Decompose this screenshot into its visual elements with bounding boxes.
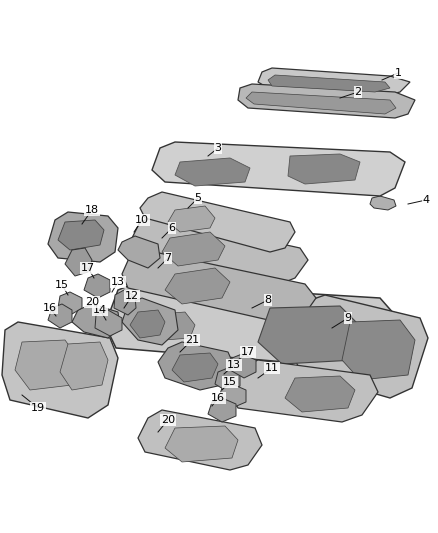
Polygon shape (58, 220, 104, 250)
Text: 19: 19 (31, 403, 45, 413)
Polygon shape (175, 158, 250, 186)
Polygon shape (60, 342, 108, 390)
Text: 12: 12 (125, 291, 139, 301)
Text: 9: 9 (344, 313, 352, 323)
Polygon shape (370, 196, 396, 210)
Text: 5: 5 (194, 193, 201, 203)
Text: 14: 14 (93, 305, 107, 315)
Polygon shape (268, 75, 390, 92)
Polygon shape (65, 248, 92, 276)
Polygon shape (208, 398, 236, 422)
Polygon shape (285, 376, 355, 412)
Text: 17: 17 (81, 263, 95, 273)
Text: 13: 13 (111, 277, 125, 287)
Text: 2: 2 (354, 87, 361, 97)
Text: 10: 10 (135, 215, 149, 225)
Polygon shape (158, 342, 235, 390)
Polygon shape (228, 360, 378, 422)
Text: 20: 20 (85, 297, 99, 307)
Polygon shape (132, 216, 308, 284)
Polygon shape (122, 250, 316, 324)
Text: 15: 15 (55, 280, 69, 290)
Polygon shape (15, 340, 78, 390)
Polygon shape (246, 92, 396, 114)
Polygon shape (165, 426, 238, 462)
Polygon shape (215, 368, 240, 392)
Text: 16: 16 (211, 393, 225, 403)
Text: 8: 8 (265, 295, 272, 305)
Polygon shape (288, 154, 360, 184)
Polygon shape (48, 304, 72, 328)
Text: 20: 20 (161, 415, 175, 425)
Polygon shape (48, 212, 118, 262)
Polygon shape (2, 322, 118, 418)
Polygon shape (238, 84, 415, 118)
Polygon shape (84, 274, 110, 298)
Text: 16: 16 (43, 303, 57, 313)
Polygon shape (258, 306, 362, 364)
Polygon shape (138, 410, 262, 470)
Polygon shape (165, 268, 230, 304)
Polygon shape (230, 354, 256, 378)
Polygon shape (258, 68, 410, 96)
Polygon shape (72, 304, 120, 338)
Text: 3: 3 (215, 143, 222, 153)
Polygon shape (172, 353, 218, 382)
Polygon shape (118, 236, 160, 268)
Polygon shape (342, 320, 415, 380)
Polygon shape (152, 142, 405, 196)
Polygon shape (105, 283, 395, 368)
Text: 21: 21 (185, 335, 199, 345)
Text: 6: 6 (169, 223, 176, 233)
Text: 4: 4 (422, 195, 430, 205)
Polygon shape (218, 384, 246, 408)
Polygon shape (153, 312, 195, 340)
Text: 11: 11 (265, 363, 279, 373)
Text: 7: 7 (164, 253, 172, 263)
Text: 15: 15 (223, 377, 237, 387)
Polygon shape (168, 206, 215, 232)
Polygon shape (130, 310, 165, 338)
Polygon shape (122, 298, 178, 345)
Text: 17: 17 (241, 347, 255, 357)
Polygon shape (162, 232, 225, 266)
Polygon shape (292, 295, 428, 398)
Text: 1: 1 (395, 68, 402, 78)
Text: 13: 13 (227, 360, 241, 370)
Text: 18: 18 (85, 205, 99, 215)
Polygon shape (95, 310, 122, 336)
Polygon shape (114, 290, 136, 315)
Polygon shape (58, 292, 82, 314)
Polygon shape (140, 192, 295, 252)
